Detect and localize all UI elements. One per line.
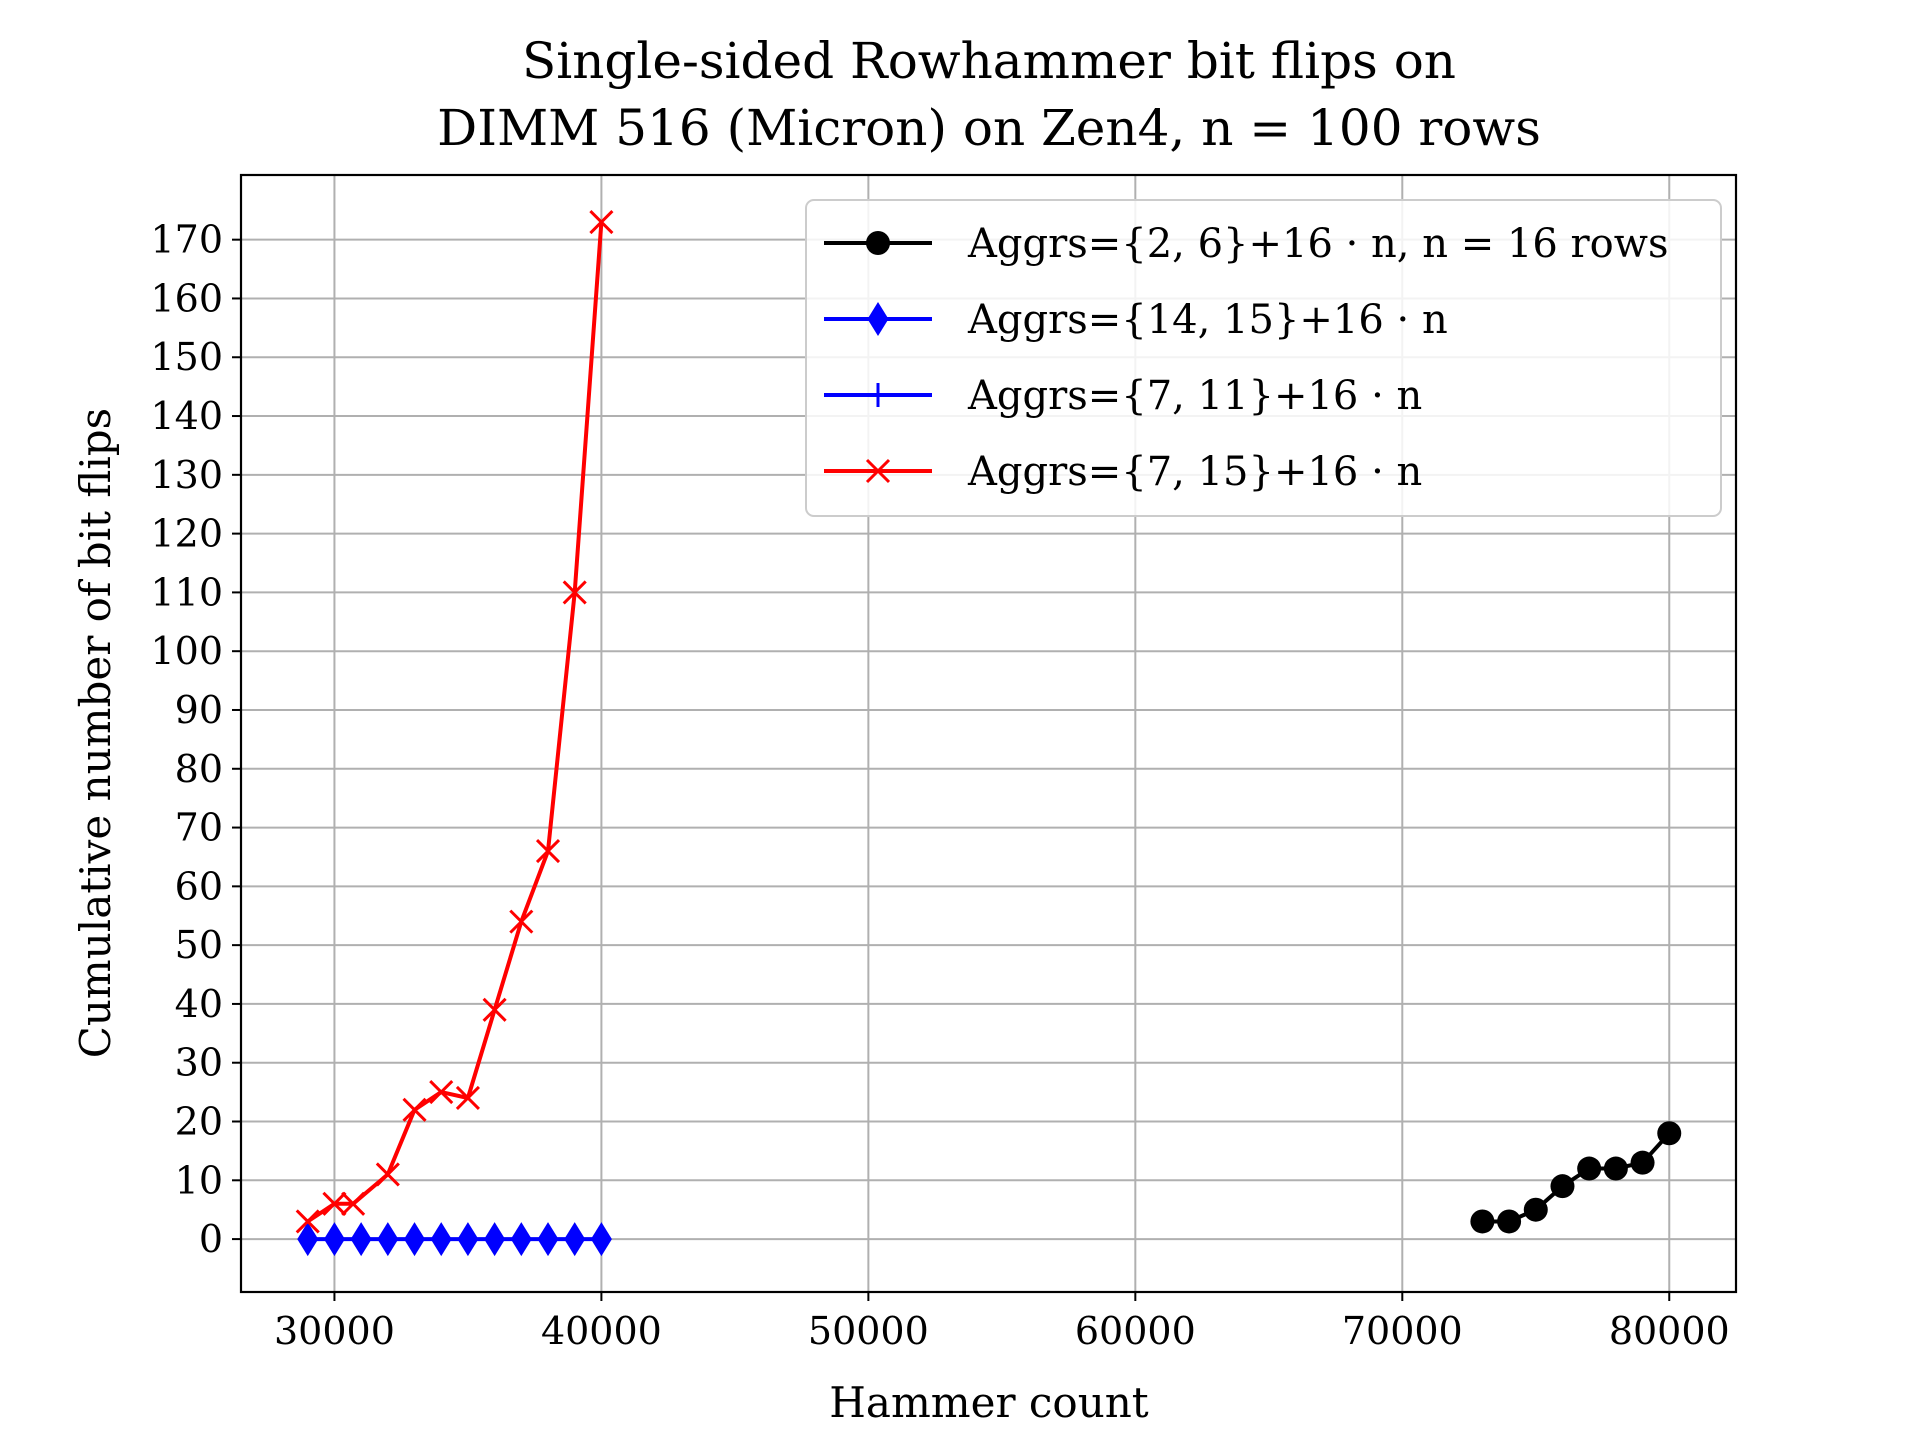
y-axis-ticks: 0 10 20 30 40 50 60 70 80 90 100 110 120 130 140 150 160… (150, 218, 241, 1261)
series-line (1482, 1131, 1671, 1224)
y-tick-label: 50 (175, 923, 223, 967)
x-tick-label: 60000 (1075, 1309, 1196, 1353)
data-point (484, 1222, 506, 1257)
series-0 (1470, 1121, 1682, 1234)
data-point (377, 1222, 399, 1257)
data-point (1523, 1197, 1548, 1222)
legend-label: Aggrs={14, 15}+16 · n (967, 297, 1448, 343)
legend-marker (866, 383, 890, 407)
data-point (375, 1162, 400, 1187)
legend-label: Aggrs={7, 11}+16 · n (967, 373, 1422, 419)
data-point (323, 1222, 345, 1257)
data-point (1630, 1150, 1655, 1175)
x-tick-label: 50000 (808, 1309, 929, 1353)
legend-marker (866, 231, 890, 255)
y-tick-label: 80 (175, 747, 223, 791)
chart-title: Single-sided Rowhammer bit flips on DIMM… (437, 32, 1541, 157)
legend-marker (867, 302, 889, 336)
data-point (457, 1222, 479, 1257)
y-tick-label: 170 (150, 218, 223, 262)
legend-marker (865, 458, 891, 484)
x-tick-label: 80000 (1609, 1309, 1730, 1353)
data-point (429, 1080, 454, 1105)
data-point (510, 1222, 532, 1257)
y-tick-label: 160 (150, 276, 223, 320)
y-tick-label: 130 (150, 453, 223, 497)
y-tick-label: 20 (175, 1100, 223, 1144)
series-1 (297, 1222, 612, 1257)
y-tick-label: 10 (175, 1158, 223, 1202)
legend: Aggrs={2, 6}+16 · n, n = 16 rows Aggrs={1… (805, 199, 1722, 517)
legend-item: Aggrs={7, 11}+16 · n (824, 373, 1422, 419)
chart-title-line-1: Single-sided Rowhammer bit flips on (522, 32, 1456, 90)
y-axis-label: Cumulative number of bit flips (71, 408, 120, 1059)
y-tick-label: 0 (199, 1217, 223, 1261)
x-tick-label: 70000 (1342, 1309, 1463, 1353)
data-point (322, 1191, 347, 1216)
data-point (1497, 1209, 1522, 1234)
x-tick-label: 30000 (274, 1309, 395, 1353)
data-point (455, 1085, 480, 1111)
data-point (297, 1222, 319, 1257)
x-axis-ticks: 30000 40000 50000 60000 70000 80000 (274, 1292, 1730, 1353)
legend-label: Aggrs={2, 6}+16 · n, n = 16 rows (967, 221, 1669, 267)
data-point (589, 209, 614, 235)
data-point (402, 1097, 427, 1122)
chart-title-line-2: DIMM 516 (Micron) on Zen4, n = 100 rows (437, 99, 1541, 157)
y-tick-label: 90 (175, 688, 223, 732)
y-tick-label: 40 (175, 982, 223, 1026)
y-tick-label: 100 (150, 629, 223, 673)
series-line (306, 221, 604, 1224)
data-point (295, 1209, 320, 1234)
data-point (535, 839, 561, 864)
plot-series (295, 209, 1682, 1257)
legend-item: Aggrs={7, 15}+16 · n (824, 449, 1422, 495)
data-point (1657, 1121, 1682, 1146)
data-point (430, 1222, 452, 1257)
y-tick-label: 60 (175, 864, 223, 908)
legend-box (805, 199, 1722, 517)
x-axis-label: Hammer count (829, 1378, 1149, 1427)
data-point (590, 1222, 612, 1257)
data-point (1603, 1156, 1628, 1181)
legend-item: Aggrs={14, 15}+16 · n (824, 297, 1448, 343)
data-point (509, 909, 534, 934)
y-tick-label: 150 (150, 335, 223, 379)
y-tick-label: 140 (150, 394, 223, 438)
data-point (562, 580, 587, 605)
data-point (564, 1222, 586, 1257)
data-point (350, 1222, 372, 1257)
y-tick-label: 110 (150, 570, 223, 614)
data-point (482, 997, 507, 1022)
data-point (1470, 1209, 1495, 1234)
legend-label: Aggrs={7, 15}+16 · n (967, 449, 1422, 495)
y-tick-label: 30 (175, 1041, 223, 1085)
data-point (1577, 1156, 1602, 1181)
plot-frame (239, 173, 1738, 1294)
legend-item: Aggrs={2, 6}+16 · n, n = 16 rows (824, 221, 1669, 267)
data-point (404, 1222, 426, 1257)
x-tick-label: 40000 (541, 1309, 662, 1353)
data-point (537, 1222, 559, 1257)
y-tick-label: 120 (150, 512, 223, 556)
y-tick-label: 70 (175, 806, 223, 850)
data-point (1550, 1174, 1575, 1199)
data-point (341, 1191, 366, 1216)
series-3 (295, 209, 614, 1234)
